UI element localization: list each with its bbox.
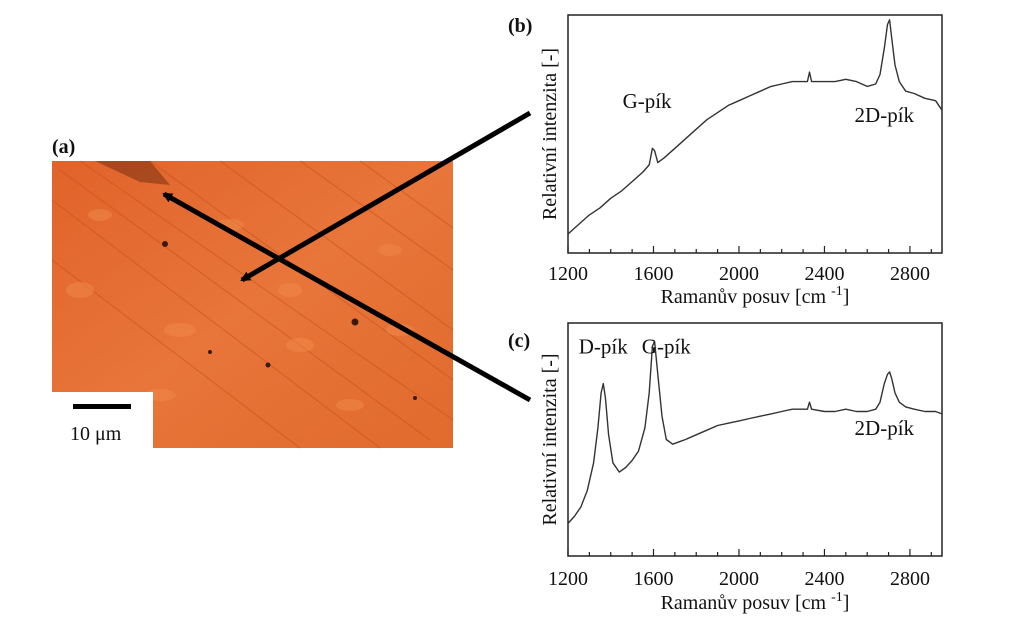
raman-spectrum-line <box>567 340 943 524</box>
plot-frame <box>567 322 943 557</box>
peak-annotation: G-pík <box>642 334 691 358</box>
x-tick-label: 1600 <box>633 568 673 590</box>
connector-arrows <box>162 110 532 403</box>
x-tick-label: 2800 <box>890 263 930 285</box>
panel-a-label: (a) <box>52 136 75 158</box>
x-tick-label: 1600 <box>633 263 673 285</box>
panel-c-label: (c) <box>508 330 530 352</box>
x-axis-title: Ramanův posuv [cm -1] <box>661 590 850 614</box>
scale-bar: 10 μm <box>52 392 153 448</box>
chart-panel-b: (b) 1200 1600 2000 2400 2800 Ramanův posuv [c… <box>508 14 943 308</box>
panel-a: (a) <box>51 136 454 449</box>
x-tick-label: 1200 <box>548 568 588 590</box>
peak-annotation: G-pík <box>623 89 672 113</box>
x-tick-label: 1200 <box>548 263 588 285</box>
arrow-to-panel-c <box>162 191 532 403</box>
y-axis-title: Relativní intenzita [-] <box>539 48 561 220</box>
panel-b-label: (b) <box>508 15 532 37</box>
plot-frame <box>567 14 943 254</box>
chart-panel-c: (c) 1200 1600 2000 2400 2800 Ramanův posuv [c… <box>508 322 943 614</box>
arrow-to-panel-b <box>240 110 532 283</box>
x-tick-label: 2400 <box>804 263 844 285</box>
raman-spectrum-line <box>567 19 943 235</box>
x-tick-label: 2800 <box>890 568 930 590</box>
x-tick-label: 2000 <box>719 568 759 590</box>
peak-annotation: 2D-pík <box>855 103 915 127</box>
y-axis-title: Relativní intenzita [-] <box>539 353 561 525</box>
x-axis-title: Ramanův posuv [cm -1] <box>661 284 850 308</box>
peak-annotation: D-pík <box>579 334 628 358</box>
x-tick-label: 2000 <box>719 263 759 285</box>
x-tick-label: 2400 <box>804 568 844 590</box>
peak-annotation: 2D-pík <box>855 416 915 440</box>
scale-bar-label: 10 μm <box>70 423 122 445</box>
